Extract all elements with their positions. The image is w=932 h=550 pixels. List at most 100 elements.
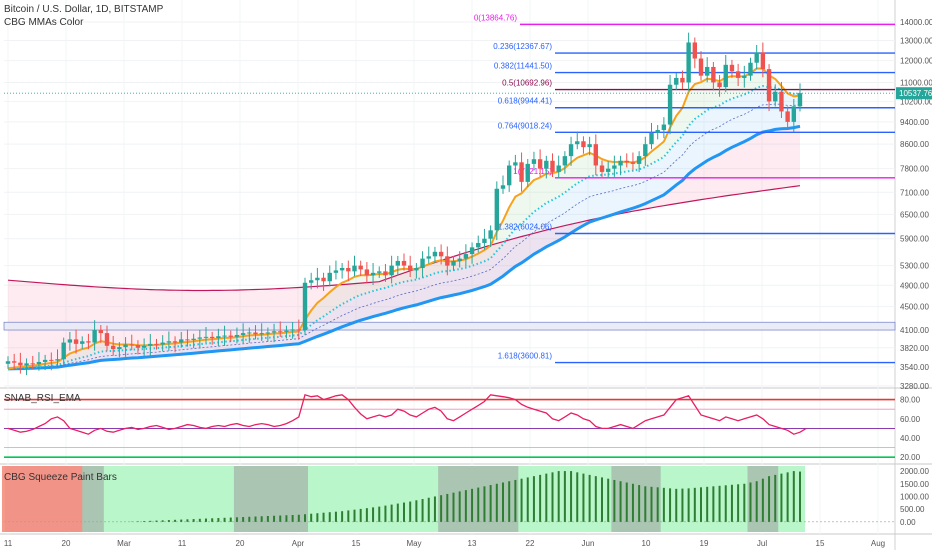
candle-body: [544, 160, 549, 169]
fib-level-label: 0.764(9018.24): [498, 121, 553, 130]
candle-body: [636, 156, 642, 164]
candle-body: [172, 341, 178, 343]
candle-body: [104, 333, 110, 346]
candle-body: [587, 144, 592, 148]
squeeze-red-band: [2, 466, 83, 532]
time-tick-label: 22: [526, 539, 535, 548]
candle-body: [711, 66, 716, 83]
candle-body: [457, 258, 462, 261]
candle-body: [494, 188, 500, 231]
candle-body: [308, 280, 314, 283]
time-tick-label: 13: [468, 539, 477, 548]
candle-body: [383, 271, 388, 276]
candle-body: [729, 64, 735, 72]
squeeze-tick-label: 500.00: [900, 505, 925, 514]
candle-body: [135, 345, 141, 348]
candle-body: [30, 363, 35, 365]
time-tick-label: 11: [4, 539, 13, 548]
candle-body: [352, 265, 357, 272]
candle-body: [735, 71, 741, 78]
candle-body: [407, 265, 413, 271]
candle-body: [98, 330, 104, 334]
candle-body: [624, 160, 629, 163]
rsi-line: [7, 393, 807, 435]
candle-body: [438, 251, 444, 257]
fib-level-label: 0.618(9944.41): [498, 97, 553, 106]
candle-body: [315, 277, 320, 281]
price-tick-label: 12000.00: [900, 57, 932, 66]
candle-body: [284, 330, 289, 332]
candle-body: [253, 332, 258, 335]
candle-body: [271, 331, 277, 333]
candle-body: [680, 77, 685, 83]
fib-level-label: 0.382(11441.50): [494, 62, 552, 71]
candle-body: [575, 141, 580, 145]
candle-body: [5, 361, 11, 364]
candle-body: [278, 331, 283, 333]
candle-body: [123, 344, 128, 348]
candle-body: [333, 270, 339, 273]
price-tick-label: 3280.00: [900, 382, 929, 391]
candle-body: [154, 343, 159, 345]
price-tick-label: 8600.00: [900, 140, 929, 149]
rsi-tick-label: 60.00: [900, 415, 921, 424]
candle-body: [259, 333, 264, 335]
candle-body: [179, 339, 184, 343]
candle-body: [531, 159, 537, 164]
ma-ribbon-fill-slow: [8, 126, 800, 369]
time-tick-label: Apr: [292, 539, 305, 548]
price-tick-label: 3540.00: [900, 363, 929, 372]
last-price-badge: [896, 87, 932, 100]
candle-body: [346, 267, 351, 272]
candle-body: [779, 91, 784, 112]
candle-body: [593, 144, 599, 166]
ma-ribbon-fill-mid: [8, 86, 800, 369]
indicator-label: CBG MMAs Color: [4, 17, 84, 28]
candle-body: [686, 42, 691, 83]
price-tick-label: 4500.00: [900, 303, 929, 312]
fib-level-label: 0.236(12367.67): [493, 42, 552, 51]
price-tick-label: 5900.00: [900, 235, 929, 244]
candle-body: [18, 362, 23, 366]
candle-body: [562, 156, 568, 166]
candle-body: [36, 361, 42, 365]
candle-body: [748, 62, 753, 76]
candle-body: [364, 269, 370, 276]
candle-body: [389, 265, 394, 276]
candle-body: [649, 132, 654, 145]
candle-body: [240, 333, 246, 335]
candle-body: [445, 256, 450, 266]
candle-body: [797, 93, 803, 107]
time-tick-label: 20: [62, 539, 71, 548]
time-tick-label: May: [406, 539, 421, 548]
candle-body: [760, 52, 766, 70]
candle-body: [698, 58, 704, 76]
candle-body: [420, 258, 425, 268]
candle-body: [513, 162, 518, 166]
fib-level-label: 0.5(10692.96): [502, 79, 552, 88]
candle-body: [791, 106, 797, 122]
candle-body: [234, 334, 240, 337]
candle-body: [61, 342, 66, 360]
last-price-badge-text: 10537.76: [899, 89, 932, 98]
time-tick-label: 15: [352, 539, 361, 548]
candle-body: [785, 111, 790, 122]
fib-level-label: 1(7521.15): [513, 167, 552, 176]
candle-body: [358, 265, 363, 270]
candle-body: [568, 144, 574, 157]
candle-body: [265, 332, 271, 334]
candle-body: [612, 165, 617, 169]
squeeze-tick-label: 1500.00: [900, 480, 929, 489]
candle-body: [414, 267, 419, 271]
ma-long-line: [7, 185, 801, 292]
squeeze-tick-label: 1000.00: [900, 492, 929, 501]
time-tick-label: 19: [700, 539, 709, 548]
candle-body: [209, 336, 215, 339]
candle-body: [42, 359, 48, 362]
candle-body: [463, 254, 469, 259]
price-tick-label: 14000.00: [900, 18, 932, 27]
rsi-tick-label: 80.00: [900, 396, 921, 405]
candle-body: [327, 272, 332, 282]
